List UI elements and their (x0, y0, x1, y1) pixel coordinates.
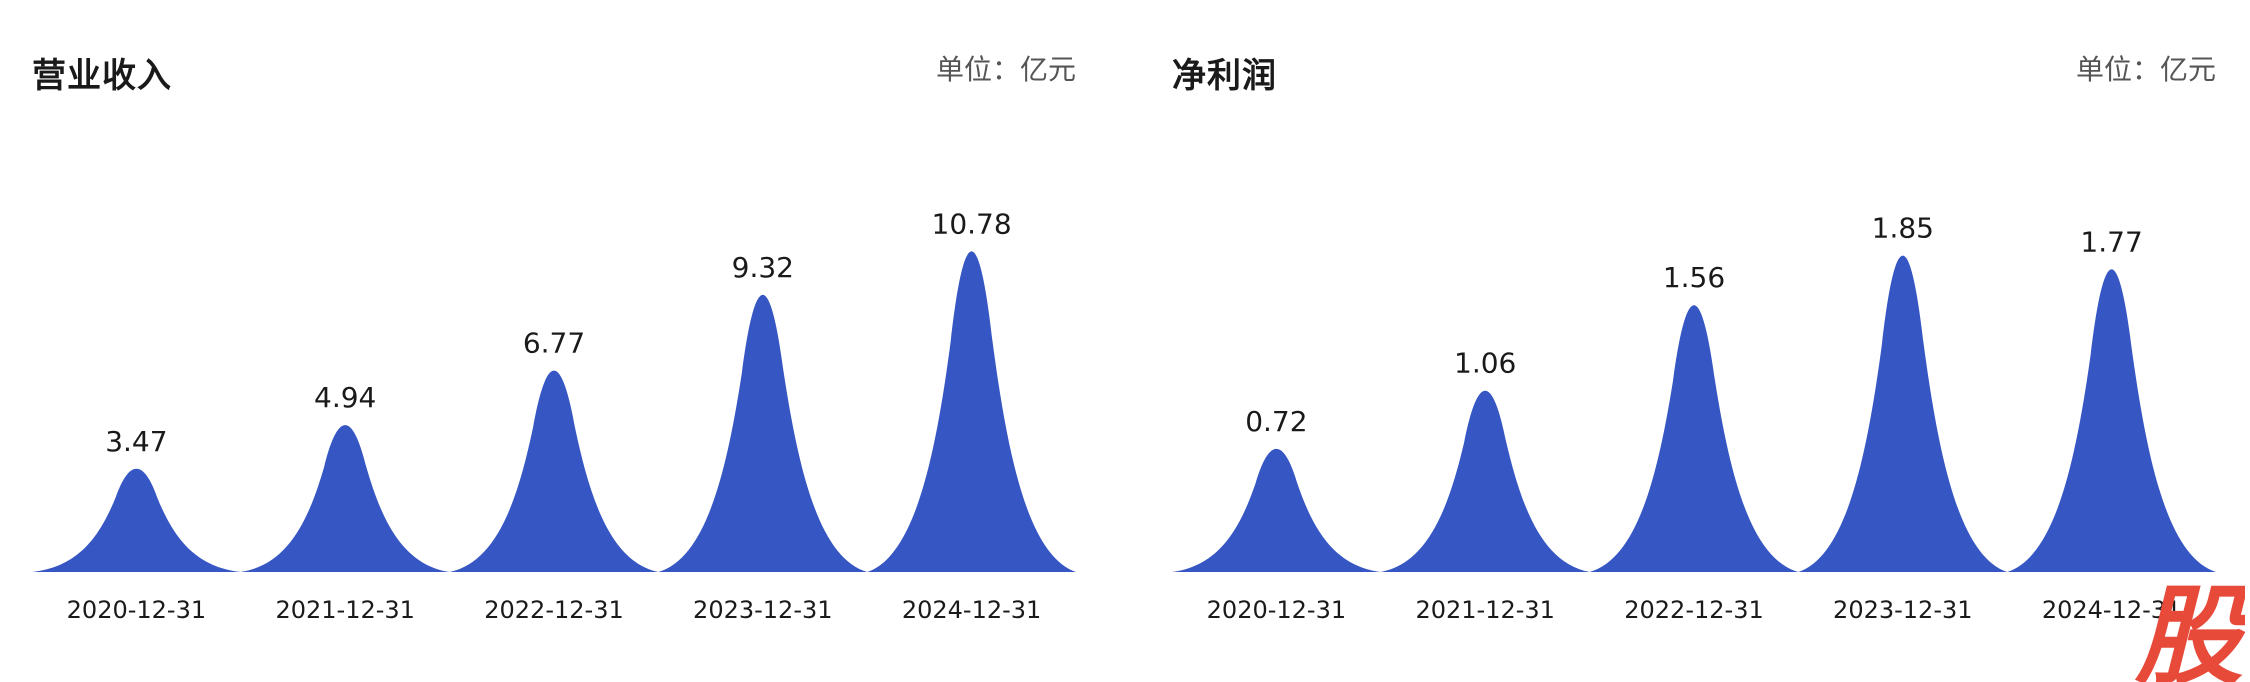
data-label: 9.32 (732, 251, 794, 284)
data-label: 0.72 (1245, 405, 1307, 438)
x-tick-label: 2024-12-31 (902, 596, 1041, 624)
area-peak-2020-12-31 (32, 468, 241, 572)
data-label: 3.47 (105, 425, 167, 458)
area-peak-2022-12-31 (449, 370, 659, 572)
area-peak-2023-12-31 (658, 294, 868, 572)
data-label: 10.78 (932, 207, 1012, 240)
net-profit-chart-plot: 0.72 2020-12-31 1.06 2021-12-31 1.56 2022-12-… (1172, 212, 2216, 624)
chart-title: 净利润 (1172, 56, 1277, 96)
area-peak-2020-12-31 (1172, 448, 1381, 572)
unit-label: 单位：亿元 (935, 53, 1076, 86)
x-tick-label: 2024-12-31 (2042, 596, 2181, 624)
x-tick-label: 2020-12-31 (1207, 596, 1346, 624)
chart-title: 营业收入 (32, 56, 172, 96)
data-label: 1.06 (1454, 347, 1516, 380)
x-tick-label: 2022-12-31 (484, 596, 623, 624)
area-peak-2021-12-31 (240, 425, 450, 572)
watermark-glyph: 股 (2135, 584, 2244, 682)
area-peak-2024-12-31 (2007, 269, 2216, 572)
data-label: 1.85 (1872, 212, 1934, 245)
revenue-chart-plot: 3.47 2020-12-31 4.94 2021-12-31 6.77 2022-12-… (32, 207, 1076, 624)
data-label: 6.77 (523, 327, 585, 360)
revenue-chart-panel: 营业收入 单位：亿元 3.47 2020-12-31 4.94 2021-12-31 6… (32, 53, 1076, 624)
area-peak-2024-12-31 (867, 251, 1076, 572)
x-tick-label: 2020-12-31 (67, 596, 206, 624)
area-peak-2023-12-31 (1798, 255, 2008, 572)
data-label: 1.56 (1663, 261, 1725, 294)
data-label: 1.77 (2080, 225, 2142, 258)
x-tick-label: 2023-12-31 (693, 596, 832, 624)
x-tick-label: 2023-12-31 (1833, 596, 1972, 624)
watermark-logo: 股 (2135, 584, 2245, 682)
net-profit-chart-panel: 净利润 单位：亿元 0.72 2020-12-31 1.06 2021-12-31 1.… (1140, 0, 2250, 682)
x-tick-label: 2021-12-31 (1415, 596, 1554, 624)
x-tick-label: 2021-12-31 (275, 596, 414, 624)
area-peak-2021-12-31 (1380, 390, 1590, 572)
unit-label: 单位：亿元 (2075, 53, 2216, 86)
area-peak-2022-12-31 (1589, 305, 1799, 572)
x-tick-label: 2022-12-31 (1624, 596, 1763, 624)
data-label: 4.94 (314, 381, 376, 414)
